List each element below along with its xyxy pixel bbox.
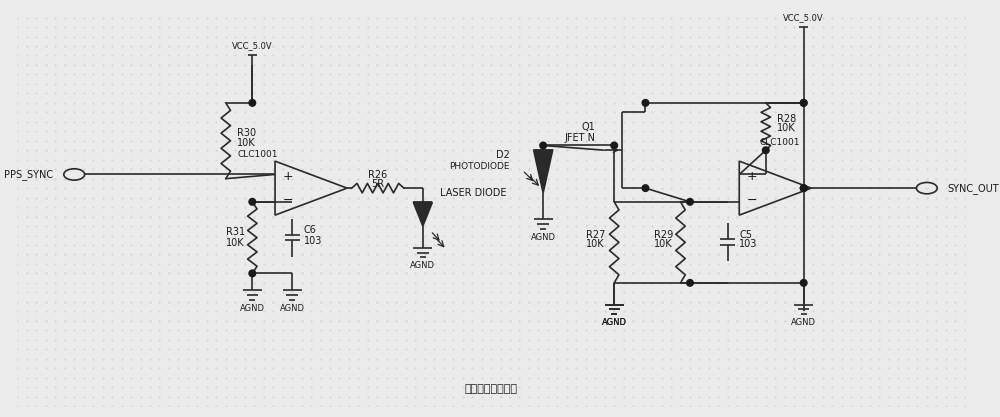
Text: C6: C6 — [303, 225, 316, 235]
Text: AGND: AGND — [791, 318, 816, 327]
Circle shape — [249, 100, 256, 106]
Text: R27: R27 — [586, 230, 605, 240]
Circle shape — [800, 100, 807, 106]
Text: −: − — [282, 193, 293, 206]
Text: LASER DIODE: LASER DIODE — [440, 188, 506, 198]
Circle shape — [611, 142, 618, 149]
Circle shape — [642, 100, 649, 106]
Text: VCC_5.0V: VCC_5.0V — [783, 13, 824, 22]
Text: AGND: AGND — [280, 304, 305, 313]
Text: VCC_5.0V: VCC_5.0V — [232, 42, 273, 50]
Text: 10K: 10K — [777, 123, 796, 133]
Text: AGND: AGND — [602, 318, 627, 327]
Text: AGND: AGND — [602, 318, 627, 327]
Circle shape — [687, 198, 693, 205]
Text: 103: 103 — [739, 239, 758, 249]
Text: 103: 103 — [303, 236, 322, 246]
Circle shape — [540, 142, 546, 149]
Text: 10K: 10K — [226, 238, 244, 248]
Text: D2: D2 — [496, 150, 510, 160]
Polygon shape — [413, 202, 432, 226]
Polygon shape — [534, 150, 553, 193]
Text: C5: C5 — [739, 230, 752, 240]
Circle shape — [800, 185, 807, 191]
Text: R29: R29 — [654, 230, 673, 240]
Circle shape — [249, 198, 256, 205]
Circle shape — [800, 185, 807, 191]
Text: 5R: 5R — [371, 179, 384, 189]
Circle shape — [249, 270, 256, 277]
Text: 10K: 10K — [586, 239, 604, 249]
Text: AGND: AGND — [240, 304, 265, 313]
Text: CLC1001: CLC1001 — [237, 150, 278, 158]
Circle shape — [800, 279, 807, 286]
Text: 10K: 10K — [654, 239, 673, 249]
Text: PPS_SYNC: PPS_SYNC — [4, 169, 53, 180]
Text: AGND: AGND — [410, 261, 435, 270]
Text: R26: R26 — [368, 170, 387, 180]
Text: JFET N: JFET N — [564, 133, 595, 143]
Circle shape — [800, 100, 807, 106]
Text: Q1: Q1 — [582, 121, 595, 131]
Text: R30: R30 — [237, 128, 256, 138]
Text: CLC1001: CLC1001 — [760, 138, 800, 147]
Text: PHOTODIODE: PHOTODIODE — [449, 162, 510, 171]
Circle shape — [687, 279, 693, 286]
Text: 10K: 10K — [237, 138, 256, 148]
Text: +: + — [747, 170, 757, 183]
Text: R31: R31 — [226, 227, 245, 237]
Text: R28: R28 — [777, 114, 796, 124]
Text: 光电发射接收电路: 光电发射接收电路 — [465, 384, 518, 394]
Text: AGND: AGND — [531, 233, 556, 242]
Text: +: + — [282, 170, 293, 183]
Circle shape — [762, 147, 769, 153]
Circle shape — [642, 185, 649, 191]
Text: SYNC_OUT: SYNC_OUT — [948, 183, 999, 193]
Text: −: − — [747, 193, 757, 206]
